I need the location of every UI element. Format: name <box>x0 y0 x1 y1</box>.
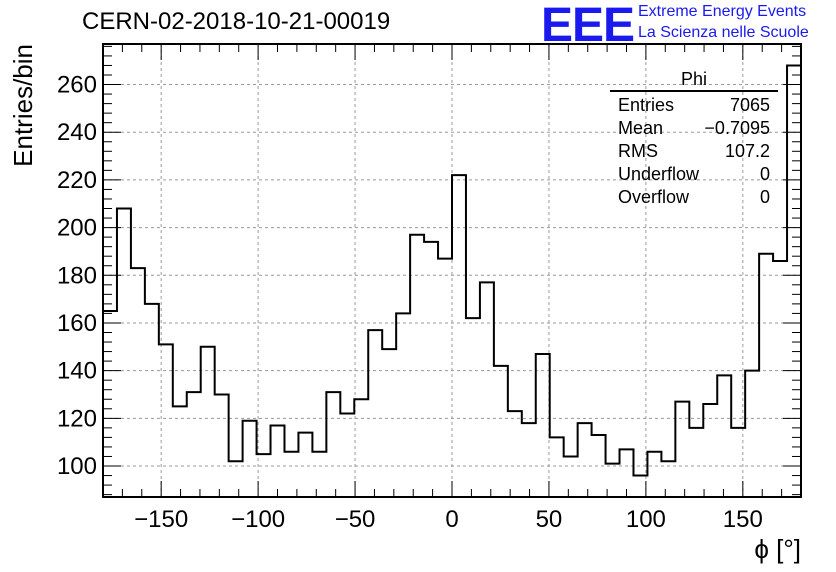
stats-title: Phi <box>610 68 778 92</box>
logo-subtitle-1: Extreme Energy Events <box>638 3 807 20</box>
x-tick-label: −150 <box>134 506 188 533</box>
y-tick-label: 140 <box>57 358 97 385</box>
x-tick-label: 0 <box>445 506 458 533</box>
x-tick-label: 150 <box>723 506 763 533</box>
run-title: CERN-02-2018-10-21-00019 <box>82 8 391 35</box>
y-tick-label: 200 <box>57 215 97 242</box>
stats-row: Mean −0.7095 <box>610 117 778 140</box>
y-tick-label: 100 <box>57 453 97 480</box>
y-tick-label: 120 <box>57 405 97 432</box>
y-tick-label: 180 <box>57 262 97 289</box>
y-tick-label: 160 <box>57 310 97 337</box>
y-axis-label: Entries/bin <box>8 44 38 167</box>
axis-ticks <box>102 44 802 497</box>
stats-row: Entries 7065 <box>610 94 778 117</box>
plot-frame <box>102 43 802 498</box>
stats-value: 0 <box>759 164 770 184</box>
stats-value: −0.7095 <box>704 118 770 138</box>
stats-label: RMS <box>618 141 658 161</box>
stats-value: 0 <box>759 187 770 207</box>
stats-row: Underflow 0 <box>610 163 778 186</box>
x-tick-label: −50 <box>335 506 376 533</box>
stats-box: Phi Entries 7065 Mean −0.7095 RMS 107.2 Und… <box>610 68 778 209</box>
logo-subtitle-2: La Scienza nelle Scuole <box>638 24 809 41</box>
stats-label: Overflow <box>618 187 690 207</box>
eee-logo: EEE <box>541 0 635 52</box>
stats-label: Entries <box>618 95 675 115</box>
x-tick-label: 100 <box>626 506 666 533</box>
tick-labels: −150 −100 −50 0 50 100 150 100 120 140 160 180 200 22… <box>57 72 763 533</box>
y-tick-label: 260 <box>57 72 97 99</box>
y-tick-label: 220 <box>57 167 97 194</box>
stats-row: RMS 107.2 <box>610 140 778 163</box>
x-tick-label: −100 <box>231 506 285 533</box>
x-axis-label: ϕ [°] <box>754 534 801 564</box>
x-tick-label: 50 <box>536 506 563 533</box>
y-tick-label: 240 <box>57 119 97 146</box>
stats-label: Underflow <box>618 164 700 184</box>
stats-value: 107.2 <box>724 141 770 161</box>
stats-label: Mean <box>618 118 664 138</box>
histogram-step-line <box>102 64 802 497</box>
stats-value: 7065 <box>729 95 770 115</box>
stats-row: Overflow 0 <box>610 186 778 209</box>
